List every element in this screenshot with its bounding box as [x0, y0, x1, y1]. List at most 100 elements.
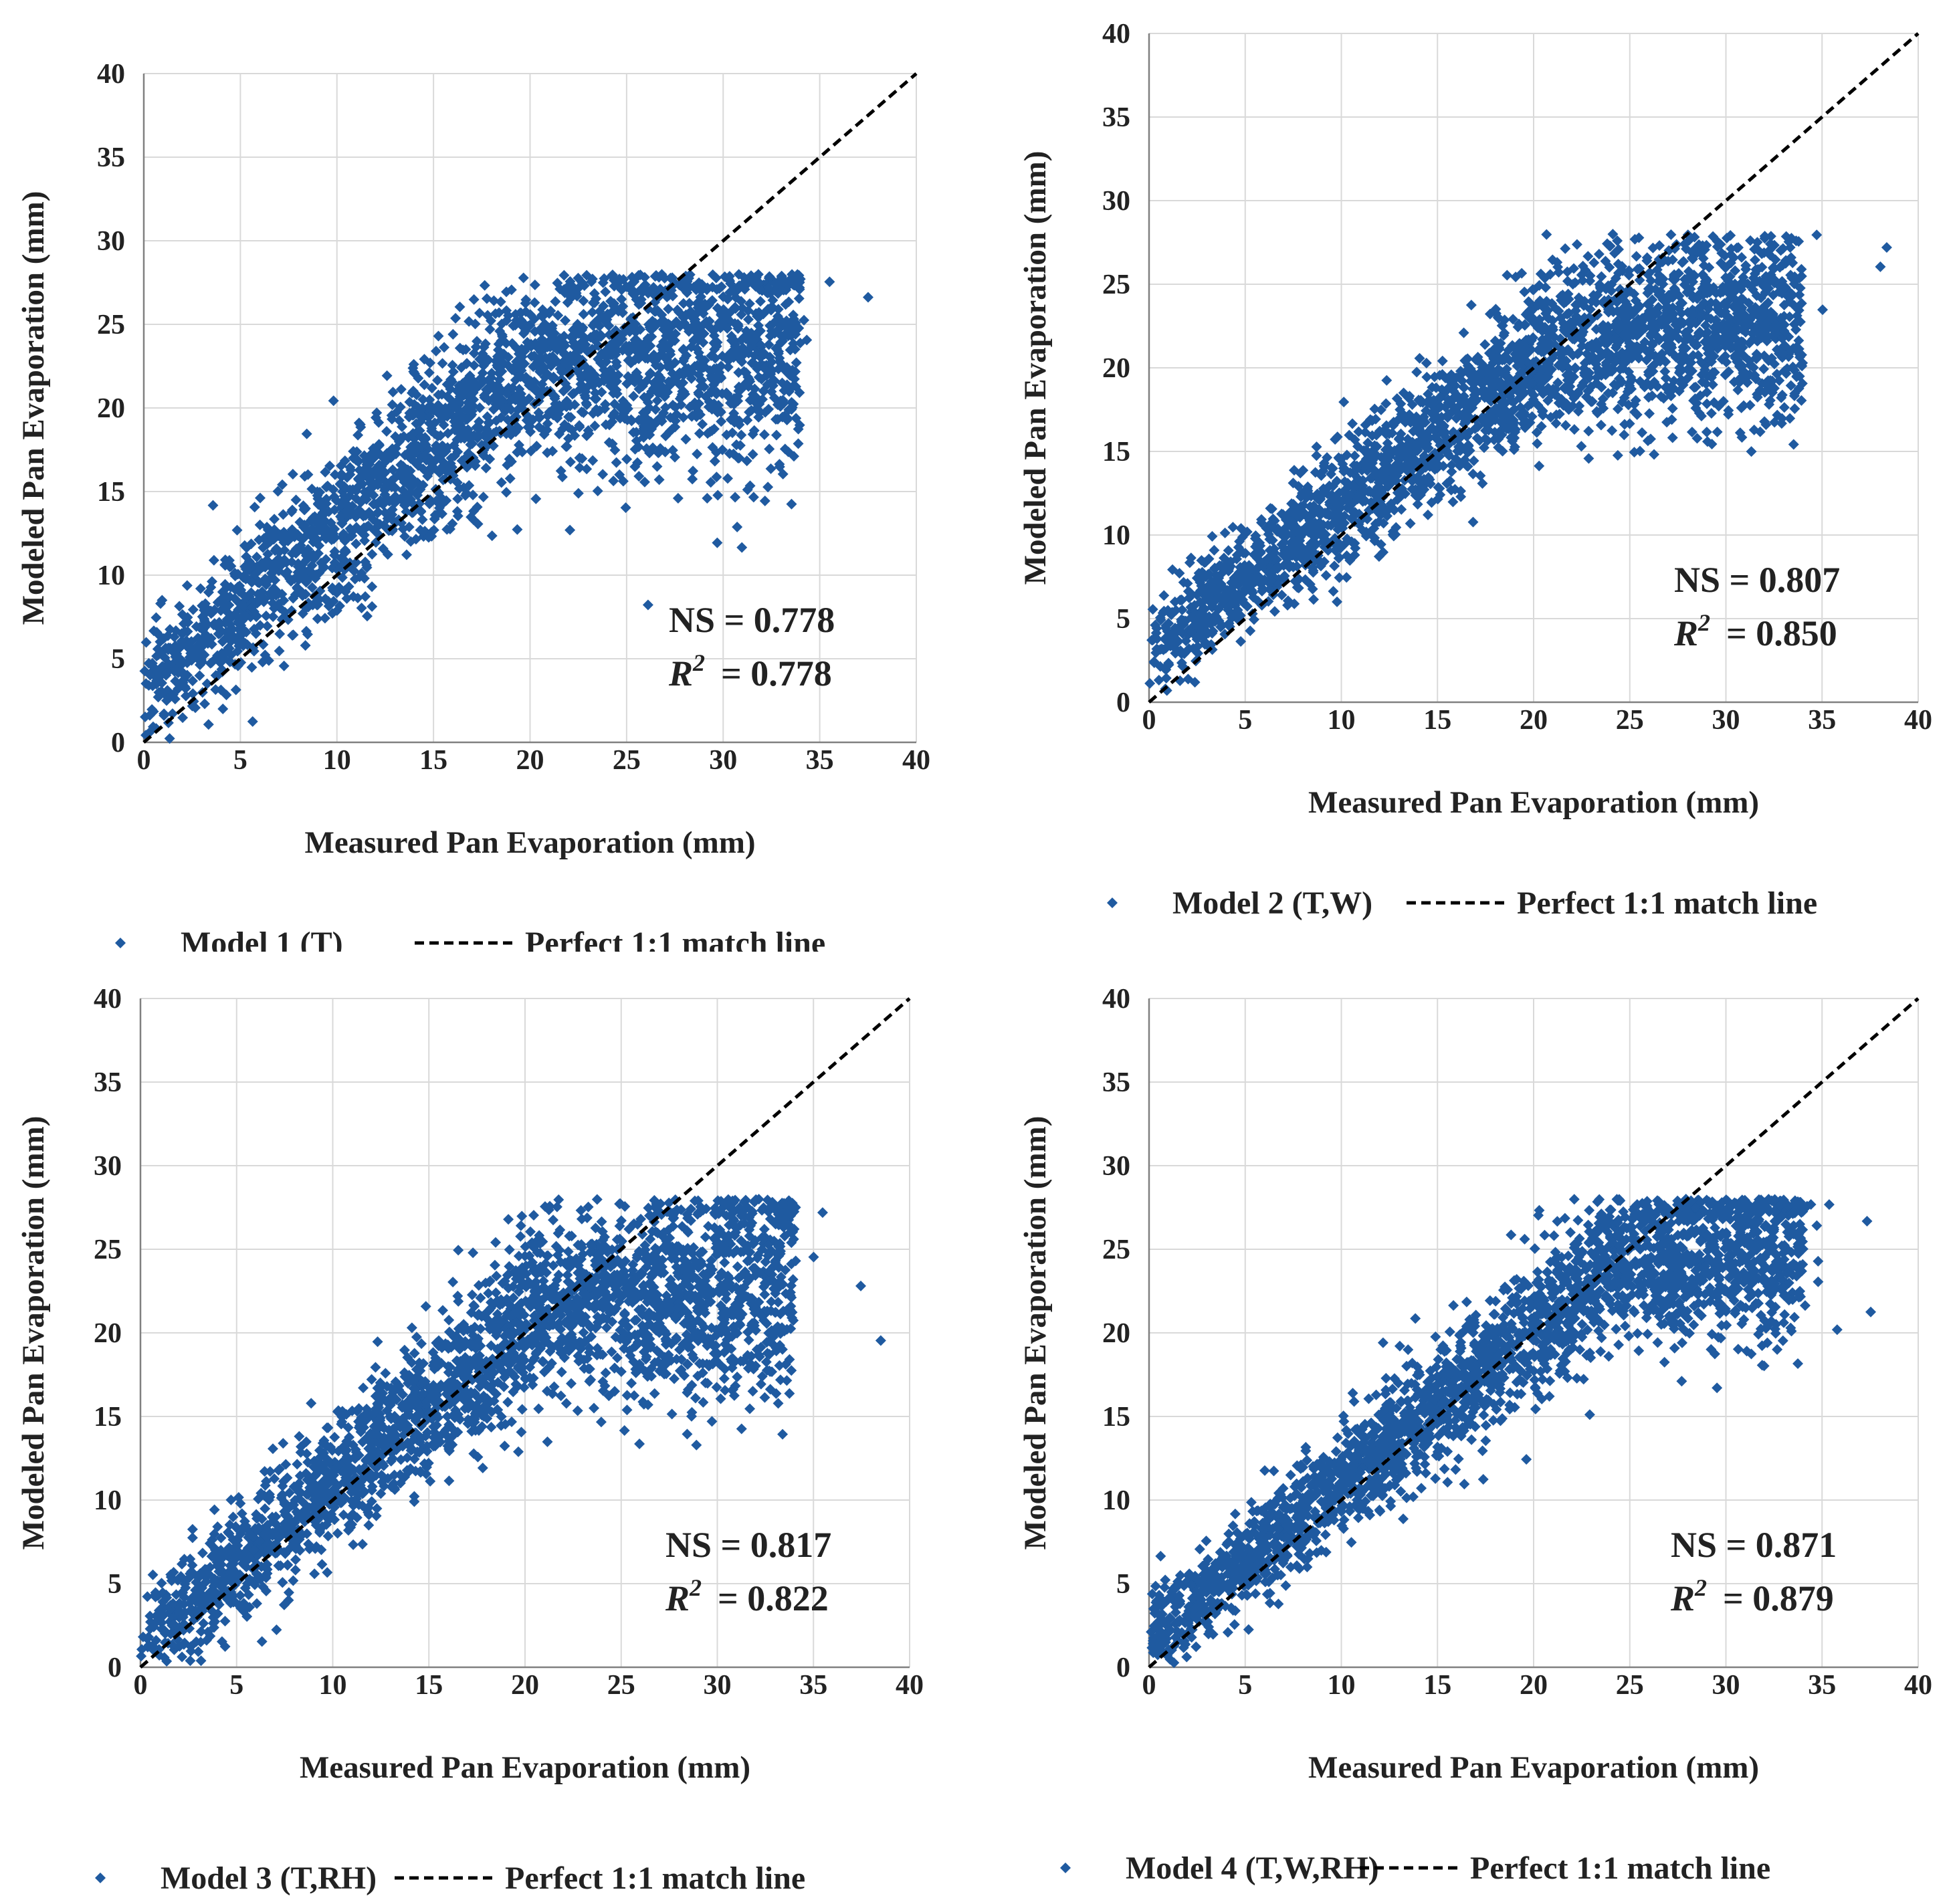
data-point — [685, 306, 696, 317]
data-point — [516, 356, 527, 368]
data-point — [419, 379, 430, 391]
data-point — [1606, 285, 1617, 296]
data-point — [783, 296, 795, 308]
data-point — [164, 733, 175, 744]
data-point — [1496, 429, 1508, 441]
data-point — [430, 346, 441, 357]
data-point — [1604, 261, 1615, 273]
data-point — [159, 710, 170, 721]
data-point — [1189, 600, 1200, 611]
data-point — [201, 635, 212, 647]
data-point — [447, 366, 459, 377]
y-tick-label: 35 — [97, 142, 125, 173]
data-point — [1596, 399, 1607, 410]
data-point — [1762, 297, 1774, 308]
data-point — [707, 441, 718, 453]
data-point — [173, 667, 184, 679]
data-point — [1744, 399, 1756, 411]
data-point — [1185, 552, 1197, 564]
data-point — [1776, 413, 1788, 424]
data-point — [623, 371, 634, 382]
data-point — [591, 293, 602, 304]
x-tick-label: 30 — [1712, 705, 1740, 736]
data-point — [262, 548, 274, 560]
data-point — [1562, 266, 1573, 278]
data-point — [639, 346, 650, 358]
data-point — [1311, 450, 1322, 461]
data-point — [753, 371, 764, 383]
data-point — [1219, 527, 1231, 538]
data-point — [1700, 276, 1712, 288]
data-point — [504, 473, 516, 484]
data-point — [1702, 398, 1713, 409]
data-point — [426, 383, 437, 394]
data-point — [1176, 657, 1187, 669]
data-point — [793, 423, 804, 435]
data-point — [1519, 286, 1530, 298]
data-point — [1583, 312, 1594, 324]
data-point — [1483, 348, 1495, 359]
data-point — [468, 294, 480, 305]
data-point — [742, 314, 754, 325]
x-tick-label: 20 — [1520, 705, 1548, 736]
data-point — [1525, 386, 1536, 397]
data-point — [485, 315, 496, 326]
data-point — [225, 625, 237, 637]
data-point — [493, 338, 504, 350]
data-point — [328, 533, 340, 544]
data-point — [534, 366, 546, 377]
data-point — [1380, 398, 1392, 409]
data-point — [674, 279, 685, 290]
data-point — [424, 498, 435, 509]
x-tick-label: 0 — [137, 745, 151, 776]
data-point — [371, 447, 382, 459]
data-point — [395, 401, 406, 413]
data-point — [287, 468, 298, 480]
data-point — [328, 491, 340, 502]
data-point — [1647, 242, 1659, 253]
data-point — [742, 371, 754, 383]
data-point — [1771, 368, 1782, 380]
data-point — [1742, 319, 1753, 330]
data-point — [1326, 520, 1337, 531]
data-point — [1562, 276, 1573, 287]
data-point — [707, 282, 718, 293]
data-point — [501, 487, 512, 498]
data-point — [501, 286, 512, 298]
data-point — [778, 320, 789, 331]
data-point — [1522, 401, 1534, 412]
data-point — [339, 455, 350, 466]
data-point — [1762, 375, 1774, 387]
x-tick-label: 40 — [902, 745, 930, 776]
data-point — [1659, 354, 1670, 366]
data-point — [401, 549, 412, 560]
data-point — [750, 272, 761, 283]
data-point — [573, 488, 584, 499]
data-point — [1158, 590, 1170, 601]
data-point — [766, 301, 778, 312]
data-point — [1264, 561, 1275, 572]
data-point — [278, 509, 289, 520]
data-point — [492, 362, 504, 373]
data-point — [228, 609, 239, 621]
data-point — [448, 440, 459, 451]
data-point — [195, 622, 206, 633]
data-point — [496, 412, 507, 423]
data-point — [644, 429, 655, 441]
data-point — [1341, 550, 1352, 561]
data-point — [1308, 594, 1320, 605]
data-point — [1644, 408, 1655, 419]
data-point — [623, 340, 635, 352]
data-point — [655, 340, 667, 352]
data-point — [1369, 403, 1380, 415]
data-point — [667, 272, 678, 284]
data-point — [1429, 463, 1441, 475]
data-point — [1612, 235, 1623, 247]
data-point — [180, 683, 191, 694]
data-point — [601, 356, 612, 367]
data-point — [1504, 354, 1515, 366]
data-point — [1211, 584, 1222, 595]
data-point — [1497, 320, 1508, 331]
data-point — [155, 648, 167, 659]
data-point — [789, 326, 801, 337]
